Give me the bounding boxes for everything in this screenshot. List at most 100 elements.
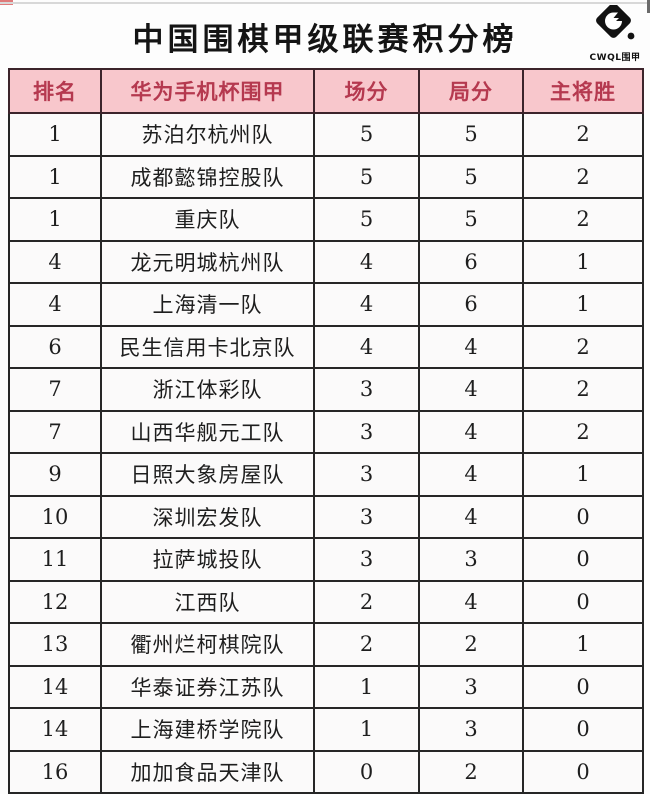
team-cell: 龙元明城杭州队	[100, 239, 315, 284]
captain-wins-cell: 0	[522, 707, 644, 752]
table-row: 7 山西华舰元工队 3 4 2	[8, 409, 644, 454]
table-row: 13 衢州烂柯棋院队 2 2 1	[8, 622, 644, 667]
match-points-cell: 3	[313, 409, 420, 454]
match-points-cell: 3	[313, 537, 420, 582]
game-points-cell: 4	[418, 324, 524, 369]
team-cell: 衢州烂柯棋院队	[100, 622, 315, 667]
table-row: 14 上海建桥学院队 1 3 0	[8, 707, 644, 752]
rank-cell: 1	[8, 197, 102, 242]
table-row: 4 上海清一队 4 6 1	[8, 282, 644, 327]
rank-cell: 11	[8, 537, 102, 582]
captain-wins-cell: 2	[522, 154, 644, 199]
captain-wins-cell: 0	[522, 579, 644, 624]
team-cell: 民生信用卡北京队	[100, 324, 315, 369]
table-row: 10 深圳宏发队 3 4 0	[8, 494, 644, 539]
header-game-points: 局分	[418, 68, 524, 114]
top-divider-line	[0, 2, 650, 4]
table-row: 12 江西队 2 4 0	[8, 579, 644, 624]
captain-wins-cell: 0	[522, 664, 644, 709]
table-row: 7 浙江体彩队 3 4 2	[8, 367, 644, 412]
team-cell: 深圳宏发队	[100, 494, 315, 539]
game-points-cell: 5	[418, 112, 524, 157]
team-cell: 上海清一队	[100, 282, 315, 327]
match-points-cell: 4	[313, 239, 420, 284]
table-row: 14 华泰证券江苏队 1 3 0	[8, 664, 644, 709]
team-cell: 拉萨城投队	[100, 537, 315, 582]
game-points-cell: 5	[418, 154, 524, 199]
captain-wins-cell: 2	[522, 367, 644, 412]
rank-cell: 6	[8, 324, 102, 369]
rank-cell: 7	[8, 367, 102, 412]
game-points-cell: 3	[418, 707, 524, 752]
table-row: 11 拉萨城投队 3 3 0	[8, 537, 644, 582]
table-row: 1 苏泊尔杭州队 5 5 2	[8, 112, 644, 157]
match-points-cell: 4	[313, 282, 420, 327]
team-cell: 日照大象房屋队	[100, 452, 315, 497]
top-right-edge-mark	[647, 0, 650, 13]
header-team: 华为手机杯围甲	[100, 68, 315, 114]
table-row: 1 重庆队 5 5 2	[8, 197, 644, 242]
table-row: 6 民生信用卡北京队 4 4 2	[8, 324, 644, 369]
match-points-cell: 3	[313, 494, 420, 539]
team-cell: 浙江体彩队	[100, 367, 315, 412]
cwql-logo: CWQL围甲	[584, 3, 646, 63]
rank-cell: 14	[8, 707, 102, 752]
match-points-cell: 4	[313, 324, 420, 369]
page-title: 中国围棋甲级联赛积分榜	[132, 22, 518, 58]
cwql-logo-text: CWQL围甲	[589, 53, 641, 63]
rank-cell: 16	[8, 749, 102, 794]
captain-wins-cell: 0	[522, 537, 644, 582]
captain-wins-cell: 1	[522, 239, 644, 284]
match-points-cell: 0	[313, 749, 420, 794]
game-points-cell: 2	[418, 622, 524, 667]
table-row: 1 成都懿锦控股队 5 5 2	[8, 154, 644, 199]
team-cell: 成都懿锦控股队	[100, 154, 315, 199]
rank-cell: 4	[8, 282, 102, 327]
captain-wins-cell: 2	[522, 324, 644, 369]
game-points-cell: 6	[418, 282, 524, 327]
match-points-cell: 3	[313, 367, 420, 412]
rank-cell: 7	[8, 409, 102, 454]
rank-cell: 12	[8, 579, 102, 624]
go-league-diamond-icon	[590, 3, 640, 53]
game-points-cell: 3	[418, 537, 524, 582]
team-cell: 江西队	[100, 579, 315, 624]
rank-cell: 13	[8, 622, 102, 667]
match-points-cell: 3	[313, 452, 420, 497]
captain-wins-cell: 1	[522, 282, 644, 327]
rank-cell: 10	[8, 494, 102, 539]
team-cell: 华泰证券江苏队	[100, 664, 315, 709]
match-points-cell: 5	[313, 112, 420, 157]
captain-wins-cell: 0	[522, 749, 644, 794]
rank-cell: 9	[8, 452, 102, 497]
match-points-cell: 5	[313, 197, 420, 242]
game-points-cell: 4	[418, 452, 524, 497]
captain-wins-cell: 1	[522, 622, 644, 667]
team-cell: 重庆队	[100, 197, 315, 242]
header-rank: 排名	[8, 68, 102, 114]
rank-cell: 14	[8, 664, 102, 709]
captain-wins-cell: 2	[522, 409, 644, 454]
table-row: 16 加加食品天津队 0 2 0	[8, 749, 644, 794]
match-points-cell: 2	[313, 622, 420, 667]
captain-wins-cell: 1	[522, 452, 644, 497]
header-captain-wins: 主将胜	[522, 68, 644, 114]
game-points-cell: 3	[418, 664, 524, 709]
game-points-cell: 4	[418, 494, 524, 539]
team-cell: 苏泊尔杭州队	[100, 112, 315, 157]
table-row: 4 龙元明城杭州队 4 6 1	[8, 239, 644, 284]
team-cell: 加加食品天津队	[100, 749, 315, 794]
table-row: 9 日照大象房屋队 3 4 1	[8, 452, 644, 497]
standings-table: 排名 华为手机杯围甲 场分 局分 主将胜 1 苏泊尔杭州队 5 5 2 1 成都懿锦控股队 5…	[8, 68, 644, 794]
match-points-cell: 1	[313, 707, 420, 752]
match-points-cell: 1	[313, 664, 420, 709]
game-points-cell: 4	[418, 409, 524, 454]
rank-cell: 4	[8, 239, 102, 284]
header-row: 排名 华为手机杯围甲 场分 局分 主将胜	[8, 68, 644, 114]
match-points-cell: 5	[313, 154, 420, 199]
game-points-cell: 4	[418, 579, 524, 624]
game-points-cell: 2	[418, 749, 524, 794]
captain-wins-cell: 2	[522, 112, 644, 157]
team-cell: 上海建桥学院队	[100, 707, 315, 752]
match-points-cell: 2	[313, 579, 420, 624]
